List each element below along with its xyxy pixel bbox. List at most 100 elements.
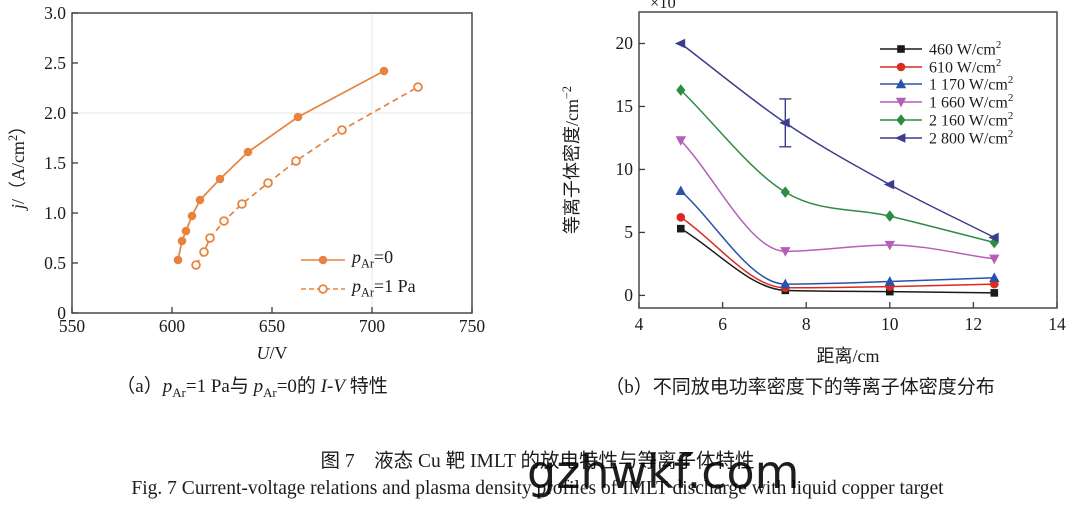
chart-a-x-tick-label: 650 <box>258 316 286 336</box>
watermark-text: gzhwkf.com <box>527 445 800 499</box>
chart-b-y-tick-label: 10 <box>615 159 634 180</box>
series-line-2 <box>680 190 995 285</box>
marker-circle <box>181 226 191 236</box>
marker-circle-open <box>263 178 273 188</box>
series-line-0 <box>195 86 419 266</box>
chart-a-y-tick-label: 0.5 <box>44 253 66 273</box>
chart-b-legend-label: 2 800 W/cm2 <box>929 127 1014 148</box>
chart-b-legend-item: 610 W/cm2 <box>879 56 1002 76</box>
legend-sample <box>880 114 922 126</box>
legend-sample <box>880 79 922 89</box>
chart-a-y-axis-label-text: j/（A/cm2） <box>6 116 29 210</box>
marker-circle <box>293 112 303 122</box>
marker-circle <box>243 147 253 157</box>
marker-triangle-left <box>988 232 999 243</box>
chart-b-y-tick-label: 15 <box>615 96 634 117</box>
series-line-3 <box>680 139 995 260</box>
chart-b-legend-label: 2 160 W/cm2 <box>929 109 1014 130</box>
chart-b-legend-label: 1 170 W/cm2 <box>929 74 1014 94</box>
marker-circle-open <box>337 125 347 135</box>
chart-b-x-tick-label: 12 <box>964 314 983 334</box>
chart-b-caption: （b）不同放电功率密度下的等离子体密度分布 <box>605 377 995 398</box>
marker-circle <box>187 211 197 221</box>
chart-b-x-tick-label: 4 <box>634 314 644 334</box>
figure-caption-chinese: 图 7 液态 Cu 靶 IMLT 的放电特性与等离子体特性 <box>320 451 755 472</box>
marker-diamond <box>780 186 790 198</box>
series-line-1 <box>177 70 385 261</box>
legend-sample <box>880 98 922 108</box>
marker-circle-open <box>191 260 201 270</box>
chart-a-y-axis-label: j/（A/cm2） <box>2 13 32 313</box>
series-line-1 <box>680 216 995 289</box>
marker-circle <box>173 255 183 265</box>
chart-b-legend-item: 2 800 W/cm2 <box>879 127 1014 148</box>
chart-b-legend-label: 1 660 W/cm2 <box>929 92 1014 112</box>
marker-circle-open <box>199 247 209 257</box>
chart-b-y-axis-label-text: 等离子体密度/cm−2 <box>560 85 582 235</box>
chart-a-caption: （a）pAr=1 Pa与 pAr=0的 I-V 特性 <box>116 376 388 400</box>
chart-b-legend-item: 1 660 W/cm2 <box>879 92 1014 112</box>
marker-circle-open <box>291 156 301 166</box>
chart-b-x-tick-label: 8 <box>801 314 811 334</box>
chart-a-y-tick-label: 0 <box>57 303 66 323</box>
series-line-0 <box>680 227 995 294</box>
chart-a-legend-item: pAr=0 <box>300 245 393 274</box>
marker-triangle-up <box>780 278 791 289</box>
marker-triangle-up <box>895 79 907 89</box>
chart-a-y-tick-label: 2.5 <box>44 53 66 73</box>
chart-b-y-tick-label: 0 <box>624 285 633 306</box>
marker-diamond <box>885 210 895 222</box>
marker-square <box>990 289 999 297</box>
marker-triangle-down <box>895 98 907 108</box>
chart-b-y-axis-label: 等离子体密度/cm−2 <box>556 12 586 308</box>
chart-b-plot-svg <box>638 11 1058 309</box>
chart-a-plot-svg <box>71 12 473 314</box>
marker-circle <box>195 195 205 205</box>
chart-a-legend-label: pAr=0 <box>352 247 394 271</box>
marker-diamond <box>896 114 906 126</box>
marker-square <box>897 45 905 53</box>
marker-triangle-left <box>883 179 895 190</box>
legend-sample <box>301 283 345 294</box>
chart-a-legend-label: pAr=1 Pa <box>352 276 416 300</box>
marker-square <box>677 224 685 233</box>
marker-circle <box>379 66 389 76</box>
marker-circle-open <box>413 82 423 92</box>
chart-a-x-tick-label: 550 <box>58 316 86 336</box>
chart-b-scale-multiplier: ×10 <box>650 0 676 12</box>
marker-circle-open <box>318 283 328 294</box>
plot-frame <box>638 11 1058 309</box>
chart-b-legend-label: 610 W/cm2 <box>929 56 1002 76</box>
marker-circle <box>896 62 906 71</box>
marker-circle <box>177 236 187 246</box>
chart-b-legend-item: 460 W/cm2 <box>879 38 1002 59</box>
marker-triangle-left <box>674 38 686 49</box>
marker-triangle-up <box>675 185 686 196</box>
marker-circle-open <box>219 216 229 226</box>
chart-b-x-tick-label: 14 <box>1048 314 1066 334</box>
chart-b-y-tick-label: 20 <box>615 33 634 54</box>
legend-sample <box>301 255 345 264</box>
chart-a-x-tick-label: 600 <box>158 316 186 336</box>
chart-a-y-tick-label: 3.0 <box>44 3 66 23</box>
marker-triangle-down <box>989 254 1000 265</box>
figure-caption-english: Fig. 7 Current-voltage relations and pla… <box>131 478 944 499</box>
series-line-4 <box>680 89 995 244</box>
chart-b-legend-label: 460 W/cm2 <box>929 38 1002 59</box>
legend-sample <box>880 133 922 143</box>
legend-sample <box>880 45 922 53</box>
marker-circle-open <box>205 233 215 243</box>
chart-b-legend-item: 1 170 W/cm2 <box>879 74 1014 94</box>
chart-a-iv-characteristics <box>0 0 540 410</box>
marker-square <box>886 287 894 296</box>
chart-a-legend-item: pAr=1 Pa <box>300 274 416 303</box>
chart-b-x-tick-label: 10 <box>881 314 899 334</box>
chart-a-x-tick-label: 700 <box>358 316 386 336</box>
chart-b-legend-item: 2 160 W/cm2 <box>879 109 1014 130</box>
marker-circle-open <box>237 199 247 209</box>
chart-a-y-tick-label: 2.0 <box>44 103 66 123</box>
series-line-5 <box>680 42 995 239</box>
chart-b-y-tick-label: 5 <box>624 222 633 243</box>
marker-circle <box>215 174 225 184</box>
